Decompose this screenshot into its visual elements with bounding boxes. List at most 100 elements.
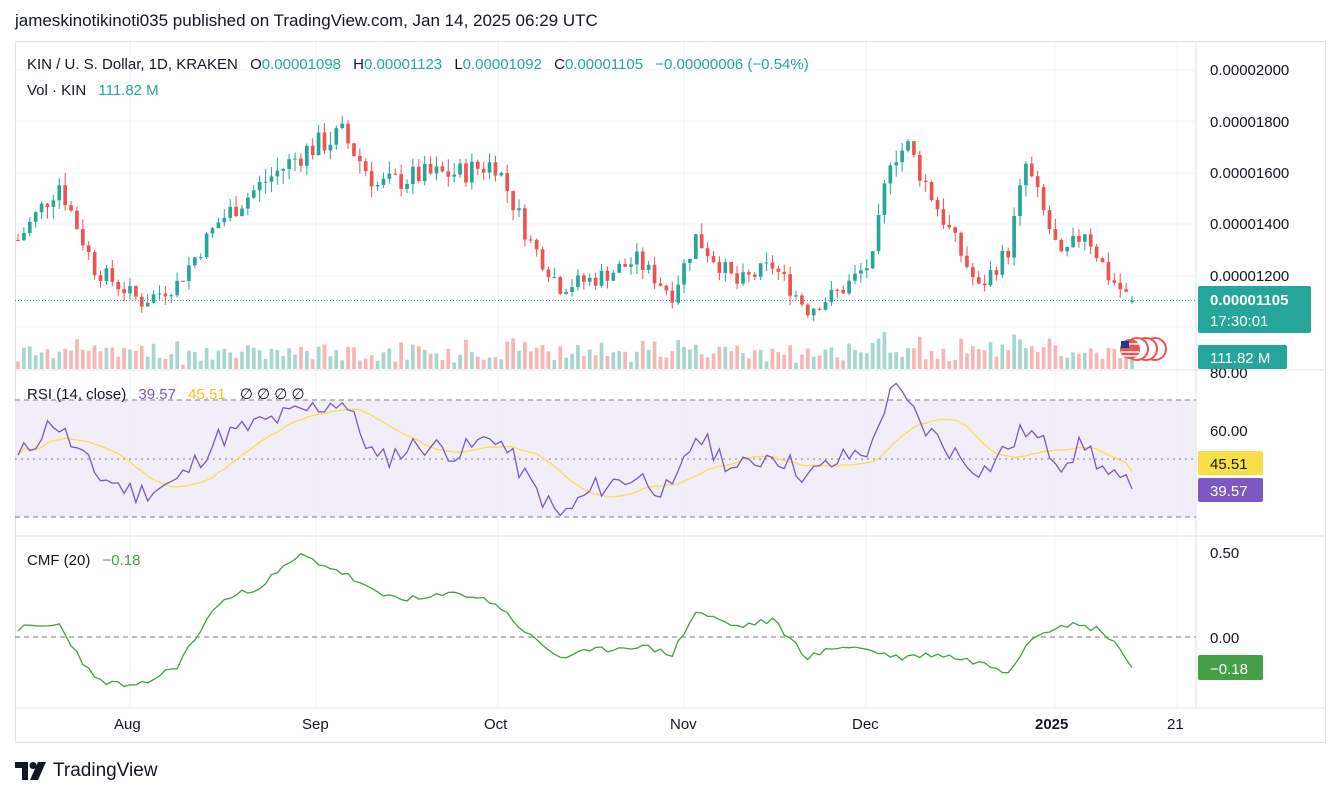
- candle-body: [145, 302, 150, 307]
- volume-bar: [470, 351, 474, 369]
- volume-bar: [499, 359, 504, 369]
- candle-body: [33, 212, 38, 222]
- candle-body: [51, 200, 56, 207]
- candle-body: [528, 239, 533, 241]
- volume-bar: [1118, 357, 1123, 369]
- candle-body: [935, 199, 940, 210]
- volume-bar: [275, 350, 280, 369]
- volume-bar: [145, 356, 150, 369]
- volume-bar: [86, 350, 91, 369]
- candle-body: [163, 293, 168, 297]
- candle-body: [39, 203, 44, 213]
- candle-body: [776, 268, 781, 272]
- candle-body: [646, 264, 651, 270]
- candle-body: [228, 206, 233, 218]
- volume-bar: [1071, 352, 1075, 369]
- candle-body: [758, 263, 763, 277]
- candle-body: [564, 291, 568, 294]
- volume-bar: [817, 355, 822, 369]
- tradingview-brand[interactable]: TradingView: [15, 760, 158, 782]
- candle-body: [192, 257, 197, 266]
- volume-bar: [805, 348, 810, 369]
- volume-bar: [587, 349, 592, 369]
- volume-bar: [729, 351, 734, 369]
- candle-body: [234, 206, 238, 217]
- candle-body: [794, 295, 798, 297]
- candle-body: [1053, 229, 1058, 240]
- candle-body: [86, 245, 91, 253]
- rsi-tick: 60.00: [1210, 423, 1248, 440]
- legend-symbol: KIN / U. S. Dollar, 1D, KRAKEN: [27, 56, 238, 73]
- candle-body: [752, 274, 757, 277]
- volume-bar: [1100, 358, 1105, 369]
- candle-body: [570, 287, 574, 292]
- volume-bar: [475, 356, 480, 369]
- candle-body: [1006, 250, 1011, 258]
- volume-bar: [316, 346, 321, 369]
- volume-bar: [864, 353, 869, 369]
- volume-bar: [758, 349, 763, 369]
- candle-body: [593, 277, 598, 286]
- svg-text:Vol · KIN 111.82 M: Vol · KIN 111.82 M: [27, 82, 159, 99]
- volume-bar: [1106, 347, 1111, 369]
- candle-body: [552, 277, 557, 279]
- volume-bar: [929, 350, 934, 369]
- candle-body: [122, 289, 126, 294]
- volume-bar: [658, 356, 663, 369]
- volume-bar: [528, 351, 533, 369]
- volume-bar: [841, 360, 846, 369]
- volume-bar: [281, 356, 286, 369]
- cmf-badge-value: −0.18: [1210, 661, 1248, 678]
- price-tick: 0.00001600: [1210, 165, 1289, 182]
- candle-body: [882, 183, 887, 216]
- volume-bar: [22, 347, 26, 369]
- candle-body: [198, 257, 203, 259]
- volume-bar: [334, 349, 339, 369]
- volume-bar: [646, 349, 651, 369]
- volume-bar: [923, 359, 928, 369]
- volume-bar: [717, 346, 722, 369]
- candle-body: [747, 272, 751, 275]
- volume-bar: [204, 347, 209, 369]
- volume-bar: [782, 354, 787, 369]
- publisher-line: jameskinotikinoti035 published on Tradin…: [15, 11, 598, 30]
- volume-bar: [92, 345, 97, 369]
- volume-bar: [481, 359, 486, 369]
- candle-body: [346, 123, 350, 144]
- volume-bar: [670, 351, 675, 369]
- us-flag-events-icon[interactable]: [1120, 337, 1167, 361]
- volume-bar: [16, 361, 20, 369]
- candle-body: [965, 255, 969, 268]
- legend-open-label: O: [250, 56, 262, 73]
- volume-bar: [358, 360, 362, 369]
- volume-bar: [770, 348, 775, 369]
- candle-body: [446, 171, 451, 177]
- volume-bar: [876, 339, 881, 369]
- candle-body: [1118, 282, 1123, 290]
- volume-bar: [523, 342, 527, 369]
- candle-body: [493, 162, 498, 176]
- candle-body: [22, 233, 26, 241]
- candle-body: [1088, 234, 1093, 247]
- legend-low-label: L: [454, 56, 462, 73]
- volume-bar: [1018, 339, 1022, 369]
- candle-body: [169, 295, 174, 297]
- volume-bar: [823, 349, 828, 369]
- candle-body: [982, 283, 987, 286]
- candle-body: [310, 145, 315, 156]
- rsi-ma-badge-value: 45.51: [1210, 456, 1248, 473]
- volume-bar: [157, 357, 162, 369]
- volume-bar: [1059, 355, 1064, 369]
- volume-bar: [735, 345, 739, 369]
- time-tick: 21: [1167, 716, 1184, 733]
- legend-low-value: 0.00001092: [463, 56, 542, 73]
- candle-body: [711, 256, 716, 263]
- candle-body: [358, 155, 362, 162]
- candle-body: [1065, 247, 1069, 252]
- chart-frame[interactable]: [15, 41, 1326, 743]
- volume-badge-value: 111.82 M: [1210, 350, 1270, 367]
- candlesticks: [16, 115, 1134, 322]
- candle-body: [770, 262, 775, 269]
- price-tick: 0.00001800: [1210, 114, 1289, 131]
